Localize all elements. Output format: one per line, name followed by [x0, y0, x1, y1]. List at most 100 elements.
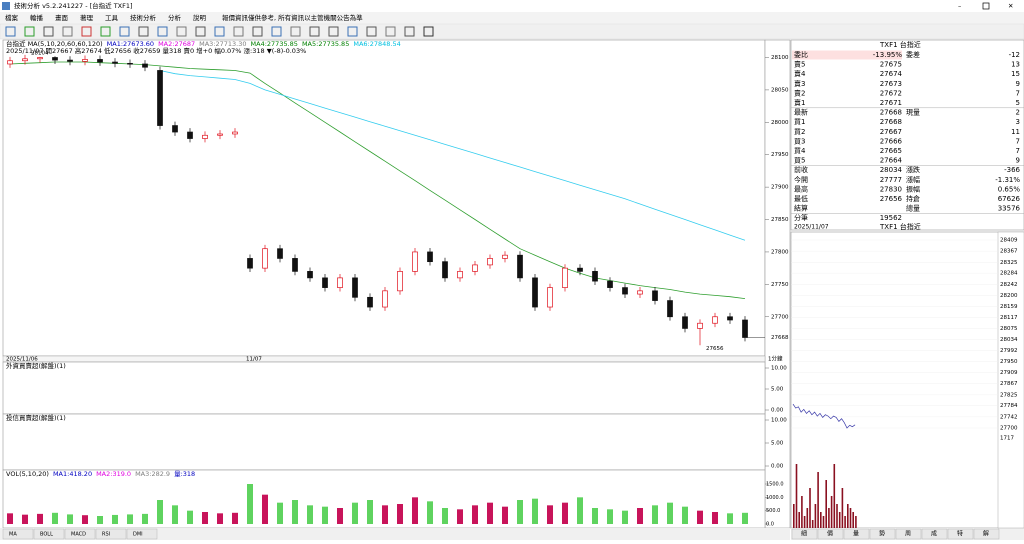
candle-body — [682, 316, 688, 329]
tool-button[interactable] — [252, 26, 263, 37]
menu-item[interactable]: 技術分析 — [130, 13, 157, 22]
tool-button[interactable] — [404, 26, 415, 37]
price-tick-label: 27800 — [771, 249, 789, 255]
menu-item[interactable]: 輪播 — [30, 13, 44, 22]
tick-tab[interactable] — [869, 528, 896, 540]
tool-button[interactable] — [347, 26, 358, 37]
tool-button[interactable] — [328, 26, 339, 37]
menu-bar — [0, 12, 1024, 24]
tool-button[interactable] — [43, 26, 54, 37]
candle-body — [187, 131, 193, 139]
tab-label[interactable]: MA — [9, 532, 17, 538]
quote-value: 3 — [1016, 118, 1020, 126]
minimize-button[interactable]: – — [958, 2, 961, 10]
tool-button[interactable] — [385, 26, 396, 37]
restore-button[interactable] — [982, 2, 990, 10]
tick-tab[interactable] — [973, 528, 1000, 540]
quote-value: 13 — [1011, 61, 1020, 69]
tick-tab[interactable] — [947, 528, 974, 540]
tick-volume-bar — [836, 504, 838, 528]
menu-item[interactable]: 說明 — [193, 13, 207, 22]
volume-bar — [112, 514, 118, 524]
tick-tab[interactable] — [791, 528, 818, 540]
tick-volume-bar — [849, 508, 852, 528]
tool-button[interactable] — [138, 26, 149, 37]
menu-item[interactable]: 分析 — [168, 13, 182, 22]
tick-tab[interactable] — [817, 528, 844, 540]
tool-button[interactable] — [5, 26, 16, 37]
tool-button[interactable] — [309, 26, 320, 37]
tool-button[interactable] — [366, 26, 377, 37]
tool-button[interactable] — [290, 26, 301, 37]
tool-button[interactable] — [195, 26, 206, 37]
volume-bar — [472, 505, 478, 524]
tick-tab-label[interactable]: 價 — [827, 530, 833, 538]
tick-tab-label[interactable]: 勢 — [879, 530, 885, 538]
volume-bar — [652, 505, 658, 524]
tab-label[interactable]: RSI — [102, 532, 110, 538]
close-button[interactable]: ✕ — [1008, 2, 1013, 10]
tick-tab-label[interactable]: 解 — [983, 530, 989, 538]
candle-body — [52, 57, 58, 61]
tool-button[interactable] — [423, 26, 434, 37]
tool-button[interactable] — [157, 26, 168, 37]
candle-body — [217, 133, 223, 136]
menu-item[interactable]: 畫面 — [55, 13, 69, 22]
menu-item[interactable]: 工具 — [105, 14, 119, 22]
tab-label[interactable]: MACD — [71, 532, 86, 538]
tab-label[interactable]: BOLL — [40, 532, 53, 538]
tick-axis-label: 27742 — [1000, 414, 1018, 420]
info-segment: MA3:27713.30 — [199, 40, 246, 48]
quote-value: 15 — [1011, 70, 1020, 78]
tick-count: 1717 — [1000, 436, 1014, 442]
tool-button[interactable] — [81, 26, 92, 37]
quote-label: 賣5 — [794, 60, 805, 69]
quote-value: 27668 — [880, 109, 902, 117]
panel-title: 外資買賣超(解盤)(1) — [6, 361, 66, 370]
candle-body — [127, 62, 133, 65]
tool-button[interactable] — [176, 26, 187, 37]
tick-axis-label: 27950 — [1000, 359, 1018, 365]
tab[interactable] — [126, 528, 158, 540]
menu-item[interactable]: 著理 — [80, 13, 94, 22]
tab[interactable] — [2, 528, 34, 540]
quote-label: 買3 — [794, 137, 805, 145]
tool-button[interactable] — [62, 26, 73, 37]
candle-body — [562, 267, 568, 288]
quote-value: 27673 — [880, 80, 902, 88]
quote-label: 最高 — [794, 184, 808, 193]
candle-body — [172, 125, 178, 133]
tick-tab-label[interactable]: 成 — [931, 530, 937, 538]
tool-button[interactable] — [214, 26, 225, 37]
menu-item[interactable]: 檔案 — [5, 13, 19, 22]
tick-tab[interactable] — [895, 528, 922, 540]
date-bar — [2, 355, 766, 363]
tick-tab-label[interactable]: 量 — [853, 531, 859, 538]
tick-volume-bar — [811, 520, 814, 528]
tick-tab[interactable] — [921, 528, 948, 540]
tick-tab-label[interactable]: 細 — [801, 530, 807, 538]
main-plot — [2, 39, 766, 357]
tool-button[interactable] — [119, 26, 130, 37]
tool-button[interactable] — [233, 26, 244, 37]
tab[interactable] — [64, 528, 96, 540]
tab[interactable] — [33, 528, 65, 540]
date-label: 2025/11/06 — [6, 357, 38, 363]
tab-label[interactable]: DMI — [133, 532, 143, 538]
volume-bar — [187, 510, 193, 524]
tick-tab[interactable] — [843, 528, 870, 540]
tick-axis-label: 28200 — [1000, 293, 1018, 299]
tab[interactable] — [95, 528, 127, 540]
tick-axis-label: 27825 — [1000, 392, 1018, 398]
candle-body — [277, 248, 283, 259]
tool-button[interactable] — [271, 26, 282, 37]
candle-body — [412, 251, 418, 272]
quote-value: 27830 — [880, 185, 902, 193]
tick-axis-label: 27992 — [1000, 348, 1018, 354]
tick-tab-label[interactable]: 特 — [957, 530, 963, 538]
tool-button[interactable] — [100, 26, 111, 37]
volume-bar — [727, 513, 733, 524]
tool-button[interactable] — [24, 26, 35, 37]
tick-tab-label[interactable]: 周 — [905, 531, 911, 538]
